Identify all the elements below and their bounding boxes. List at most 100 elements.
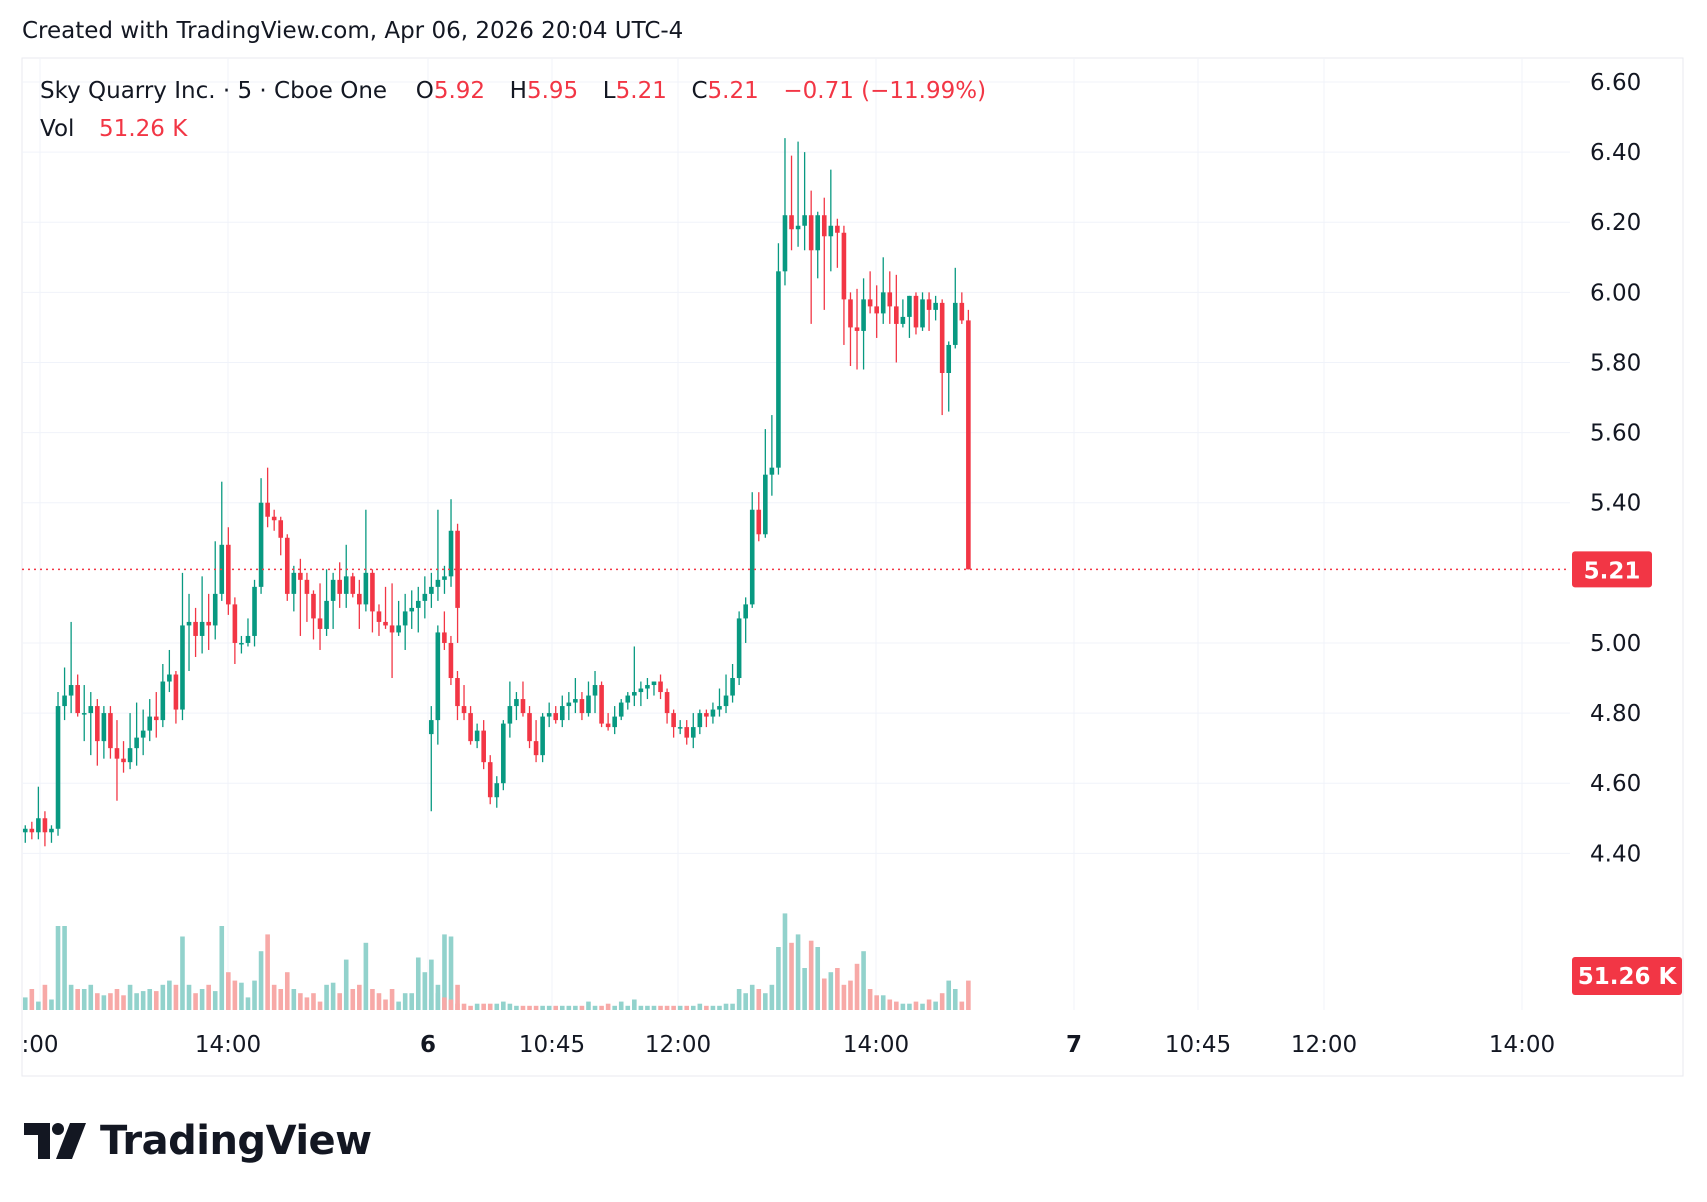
x-tick-label: 10:45 bbox=[519, 1032, 585, 1058]
candle-body bbox=[278, 520, 284, 538]
candle-body bbox=[789, 215, 794, 230]
candle-body bbox=[265, 502, 270, 517]
candle-body bbox=[573, 699, 578, 703]
volume-bar bbox=[429, 959, 434, 1010]
volume-bar bbox=[173, 984, 179, 1010]
volume-bar bbox=[291, 989, 297, 1010]
volume-bar bbox=[311, 993, 316, 1010]
price-badge-text: 5.21 bbox=[1584, 558, 1641, 584]
y-tick-label: 6.20 bbox=[1590, 210, 1641, 236]
candle-body bbox=[952, 302, 958, 345]
volume-bar bbox=[474, 1003, 480, 1010]
candle-body bbox=[121, 758, 126, 763]
volume-bar bbox=[710, 1005, 716, 1010]
volume-bar bbox=[638, 1005, 644, 1010]
volume-bar bbox=[874, 995, 879, 1010]
candle-body bbox=[298, 572, 303, 580]
candle-body bbox=[304, 579, 310, 594]
volume-bar bbox=[415, 957, 421, 1010]
volume-bar bbox=[363, 942, 369, 1010]
volume-bar bbox=[455, 984, 460, 1010]
volume-bar bbox=[396, 1001, 401, 1010]
candle-body bbox=[147, 716, 153, 731]
candle-body bbox=[62, 695, 67, 707]
volume-bar bbox=[75, 989, 80, 1010]
volume-bar bbox=[245, 997, 251, 1010]
candle-body bbox=[22, 828, 28, 833]
y-tick-label: 5.00 bbox=[1590, 631, 1641, 657]
volume-bar bbox=[933, 1001, 938, 1010]
volume-bar bbox=[481, 1003, 486, 1010]
candle-body bbox=[363, 572, 369, 605]
price-badge-background bbox=[1572, 551, 1652, 588]
volume-bar bbox=[487, 1003, 493, 1010]
volume-bar bbox=[370, 989, 375, 1010]
candle-body bbox=[140, 730, 146, 738]
candle-body bbox=[455, 530, 460, 608]
volume-bar bbox=[920, 1003, 925, 1010]
candle-body bbox=[907, 295, 912, 317]
volume-bar bbox=[520, 1005, 526, 1010]
candle-body bbox=[435, 579, 441, 587]
volume-bar bbox=[494, 1003, 500, 1010]
candle-body bbox=[612, 716, 617, 728]
candle-body bbox=[435, 632, 441, 721]
volume-bar bbox=[789, 942, 794, 1010]
volume-bar bbox=[880, 995, 886, 1010]
candle-body bbox=[337, 579, 342, 594]
candle-body bbox=[487, 762, 493, 798]
candle-body bbox=[861, 299, 866, 331]
volume-bar bbox=[612, 1005, 617, 1010]
candle-body bbox=[55, 706, 61, 829]
candle-body bbox=[81, 713, 87, 715]
high-value: 5.95 bbox=[526, 78, 579, 104]
x-tick-label: 6 bbox=[420, 1032, 436, 1058]
volume-bar bbox=[887, 999, 893, 1010]
volume-bar bbox=[632, 999, 637, 1010]
candle-body bbox=[422, 593, 428, 601]
tradingview-logo[interactable]: TradingView bbox=[24, 1118, 372, 1164]
volume-bar bbox=[343, 959, 349, 1010]
volume-value: 51.26 K bbox=[99, 116, 188, 142]
tradingview-logo-text: TradingView bbox=[100, 1118, 372, 1164]
candle-body bbox=[455, 678, 460, 707]
candle-body bbox=[95, 706, 100, 742]
low-label: L bbox=[602, 78, 616, 104]
candle-body bbox=[913, 295, 919, 328]
candle-body bbox=[704, 713, 709, 717]
candle-body bbox=[114, 748, 120, 759]
volume-bar bbox=[743, 993, 748, 1010]
candle-body bbox=[101, 713, 107, 742]
candle-body bbox=[180, 625, 185, 710]
x-tick-label: 12:00 bbox=[645, 1032, 711, 1058]
candle-body bbox=[409, 607, 415, 612]
volume-bar bbox=[527, 1005, 532, 1010]
y-tick-label: 5.40 bbox=[1590, 491, 1641, 517]
volume-bar bbox=[284, 972, 290, 1010]
candle-body bbox=[442, 576, 447, 580]
candle-body bbox=[684, 727, 690, 738]
candle-body bbox=[867, 299, 873, 307]
y-tick-label: 6.40 bbox=[1590, 140, 1641, 166]
candle-body bbox=[42, 818, 48, 833]
volume-bar bbox=[952, 989, 958, 1010]
candle-body bbox=[579, 699, 585, 714]
volume-bar bbox=[723, 1003, 729, 1010]
candle-body bbox=[743, 604, 748, 619]
symbol-label[interactable]: Sky Quarry Inc. · 5 · Cboe One bbox=[40, 78, 388, 104]
volume-bar bbox=[219, 926, 225, 1010]
volume-bar bbox=[579, 1005, 585, 1010]
volume-bar bbox=[422, 972, 428, 1010]
candle-body bbox=[376, 611, 382, 622]
volume-bar bbox=[252, 980, 257, 1010]
volume-bar bbox=[134, 993, 139, 1010]
candle-body bbox=[88, 706, 94, 714]
volume-bar bbox=[298, 993, 303, 1010]
volume-bar bbox=[697, 1003, 703, 1010]
volume-bar bbox=[546, 1005, 552, 1010]
chart-frame bbox=[21, 57, 1684, 1077]
candle-body bbox=[232, 604, 238, 643]
candle-body bbox=[448, 530, 454, 577]
volume-label[interactable]: Vol bbox=[40, 116, 75, 142]
